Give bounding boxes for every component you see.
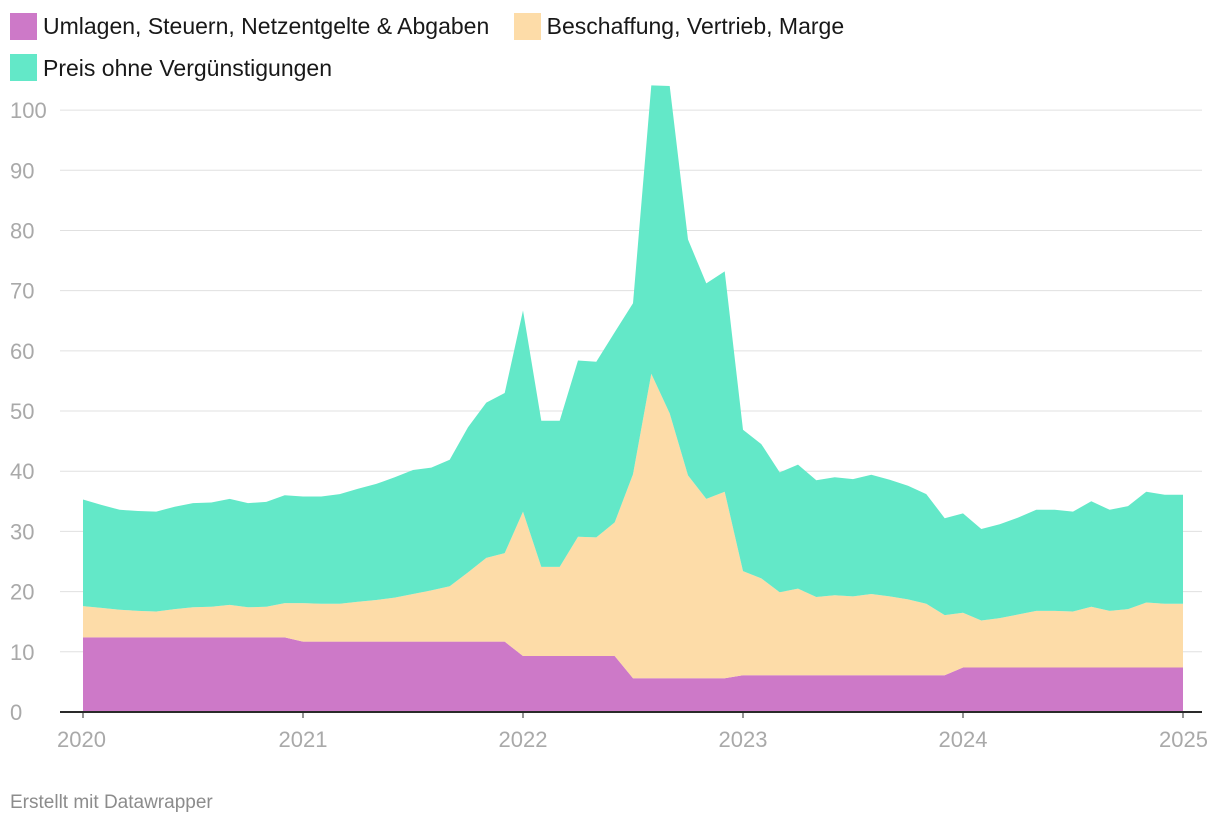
footer-credit: Erstellt mit Datawrapper bbox=[10, 792, 213, 813]
legend-item-preis[interactable]: Preis ohne Vergünstigungen bbox=[10, 50, 332, 86]
x-tick-label-2023: 2023 bbox=[719, 727, 768, 752]
legend: Umlagen, Steuern, Netzentgelte & Abgaben… bbox=[10, 8, 1070, 91]
x-tick-label-2024: 2024 bbox=[939, 727, 988, 752]
legend-item-beschaffung[interactable]: Beschaffung, Vertrieb, Marge bbox=[513, 8, 845, 44]
y-tick-label-20: 20 bbox=[10, 580, 34, 605]
area-series-3 bbox=[83, 85, 1183, 621]
y-tick-label-60: 60 bbox=[10, 339, 34, 364]
y-tick-label-80: 80 bbox=[10, 218, 34, 243]
y-tick-label-10: 10 bbox=[10, 640, 34, 665]
legend-swatch-beschaffung bbox=[513, 12, 541, 40]
y-tick-label-0: 0 bbox=[10, 700, 22, 725]
legend-label-preis: Preis ohne Vergünstigungen bbox=[43, 54, 332, 81]
legend-item-umlagen[interactable]: Umlagen, Steuern, Netzentgelte & Abgaben bbox=[10, 8, 489, 44]
y-tick-label-90: 90 bbox=[10, 158, 34, 183]
y-tick-label-30: 30 bbox=[10, 519, 34, 544]
x-tick-label-2021: 2021 bbox=[279, 727, 328, 752]
y-tick-label-50: 50 bbox=[10, 399, 34, 424]
legend-swatch-preis bbox=[10, 54, 37, 81]
legend-swatch-umlagen bbox=[10, 12, 37, 40]
legend-label-beschaffung: Beschaffung, Vertrieb, Marge bbox=[546, 13, 845, 39]
stacked-area-chart: 0 10 20 30 40 50 60 70 80 90 100 2020 2021 2022 2023 20… bbox=[10, 85, 1208, 752]
area-series-2 bbox=[83, 373, 1183, 679]
x-tick-label-2022: 2022 bbox=[499, 727, 548, 752]
y-tick-label-100: 100 bbox=[10, 98, 47, 123]
x-tick-label-2020: 2020 bbox=[57, 727, 106, 752]
y-tick-label-40: 40 bbox=[10, 459, 34, 484]
x-tick-label-2025: 2025 bbox=[1159, 727, 1208, 752]
area-series-1 bbox=[83, 637, 1183, 712]
legend-label-umlagen: Umlagen, Steuern, Netzentgelte & Abgaben bbox=[43, 13, 490, 39]
y-tick-label-70: 70 bbox=[10, 279, 34, 304]
